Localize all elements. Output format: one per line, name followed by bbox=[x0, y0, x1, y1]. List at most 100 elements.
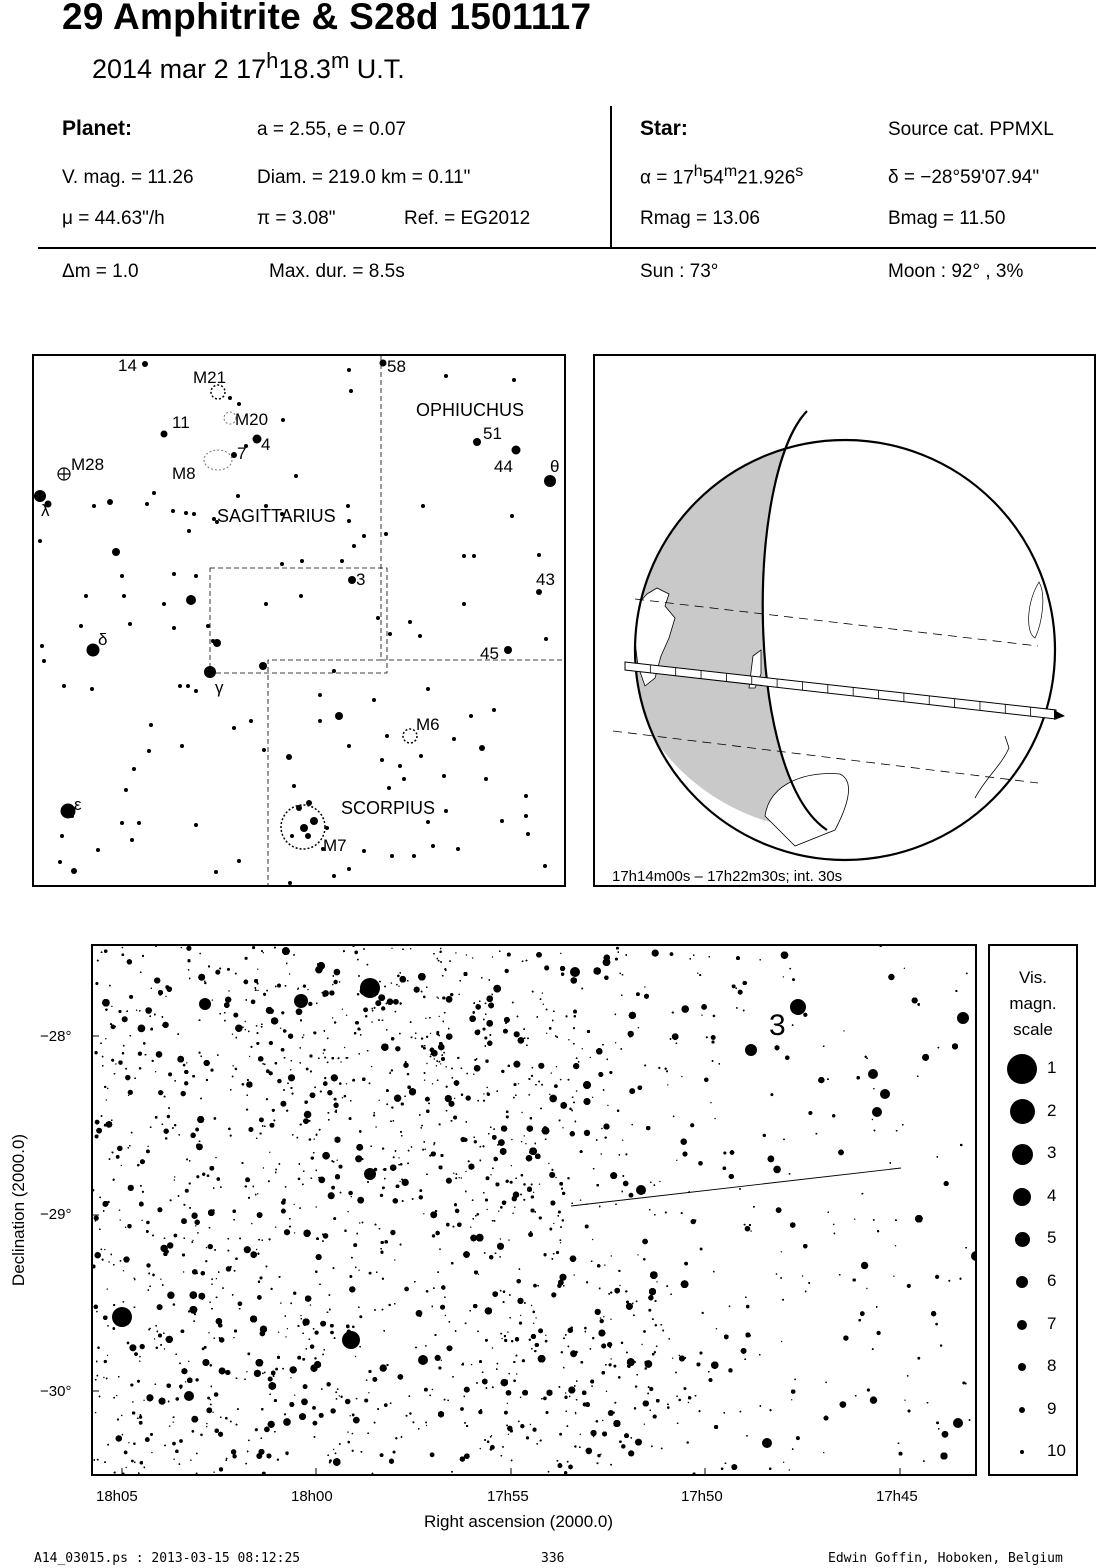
field-star bbox=[168, 1425, 171, 1427]
field-star bbox=[485, 1176, 490, 1181]
field-star bbox=[398, 985, 400, 987]
field-star bbox=[125, 1466, 127, 1469]
field-star bbox=[440, 1063, 442, 1065]
field-star bbox=[710, 1101, 712, 1104]
finder-chart: OPHIUCHUS SAGITTARIUS SCORPIUS 14 58 M21… bbox=[32, 354, 566, 887]
field-star bbox=[235, 1257, 238, 1261]
field-star bbox=[224, 1416, 228, 1420]
field-star bbox=[424, 1148, 427, 1150]
field-star bbox=[315, 1206, 317, 1208]
finder-star bbox=[171, 509, 175, 513]
field-star bbox=[567, 1328, 570, 1331]
field-star bbox=[789, 967, 792, 970]
field-star bbox=[293, 1291, 297, 1295]
finder-star bbox=[252, 434, 262, 444]
field-star bbox=[318, 1176, 326, 1184]
field-star bbox=[699, 1247, 703, 1251]
field-star bbox=[429, 1032, 432, 1035]
field-star bbox=[523, 1302, 526, 1304]
field-star bbox=[150, 987, 153, 990]
field-star bbox=[445, 1177, 452, 1184]
field-star bbox=[309, 1304, 312, 1306]
field-star bbox=[169, 1199, 172, 1202]
field-star bbox=[302, 1034, 305, 1036]
field-star bbox=[160, 1278, 162, 1280]
field-star bbox=[559, 1242, 562, 1244]
field-star bbox=[211, 999, 214, 1001]
field-star bbox=[277, 1331, 280, 1333]
field-star bbox=[431, 1234, 436, 1238]
field-star bbox=[550, 1072, 552, 1074]
field-star bbox=[404, 1286, 409, 1292]
finder-star bbox=[473, 438, 481, 446]
field-star bbox=[125, 1067, 128, 1070]
finder-star bbox=[536, 589, 542, 595]
field-star bbox=[455, 952, 457, 954]
field-star bbox=[103, 1376, 105, 1379]
label-14: 14 bbox=[118, 356, 137, 375]
field-star bbox=[567, 1176, 570, 1180]
field-star bbox=[614, 1042, 617, 1044]
finder-star bbox=[292, 784, 296, 788]
star-labels: 14 58 M21 M20 11 4 7 M8 M28 51 44 θ λ 3 … bbox=[41, 356, 559, 855]
field-star bbox=[121, 1016, 128, 1023]
finder-star bbox=[300, 824, 308, 832]
field-star bbox=[101, 1258, 104, 1261]
finder-star bbox=[362, 534, 366, 538]
shadow-path bbox=[624, 661, 1065, 720]
field-star bbox=[122, 1472, 125, 1474]
field-star bbox=[424, 1344, 427, 1347]
ut-label: U.T. bbox=[349, 54, 405, 84]
finder-star bbox=[418, 634, 422, 638]
finder-chart-svg: OPHIUCHUS SAGITTARIUS SCORPIUS 14 58 M21… bbox=[34, 356, 564, 885]
field-star bbox=[508, 1239, 510, 1241]
field-star bbox=[205, 1246, 208, 1249]
field-star bbox=[257, 968, 259, 970]
field-star bbox=[314, 1330, 319, 1335]
field-star bbox=[359, 1222, 361, 1224]
field-star bbox=[293, 1232, 296, 1234]
label-m28: M28 bbox=[71, 455, 104, 474]
field-star bbox=[871, 1118, 874, 1121]
field-star bbox=[231, 1033, 234, 1035]
field-star bbox=[687, 1401, 690, 1404]
field-star bbox=[448, 1100, 455, 1107]
finder-star bbox=[236, 494, 240, 498]
field-star bbox=[498, 1210, 500, 1212]
field-star bbox=[581, 1048, 584, 1050]
field-star bbox=[622, 1139, 624, 1141]
finder-star bbox=[194, 689, 198, 693]
finder-star bbox=[484, 777, 488, 781]
finder-star bbox=[184, 511, 188, 515]
finder-star bbox=[286, 754, 292, 760]
field-star bbox=[201, 1347, 205, 1351]
field-star bbox=[368, 1369, 372, 1374]
field-star bbox=[327, 1192, 335, 1200]
field-star bbox=[393, 1094, 402, 1102]
field-star bbox=[585, 1447, 593, 1455]
field-star bbox=[737, 989, 743, 995]
field-star bbox=[680, 1138, 687, 1145]
field-star bbox=[567, 1078, 570, 1081]
field-star bbox=[234, 1067, 238, 1071]
field-star bbox=[364, 1398, 369, 1403]
field-star bbox=[127, 1089, 133, 1096]
field-star bbox=[394, 1010, 397, 1013]
field-star bbox=[146, 1263, 151, 1268]
field-star bbox=[121, 946, 124, 949]
field-star bbox=[438, 1015, 440, 1018]
field-star bbox=[275, 1367, 279, 1371]
field-star bbox=[206, 1422, 208, 1425]
field-star bbox=[244, 956, 248, 960]
finder-star bbox=[510, 514, 514, 518]
finder-star bbox=[244, 444, 248, 448]
constellation-boundaries bbox=[209, 356, 564, 885]
field-star bbox=[120, 1414, 123, 1417]
field-star bbox=[678, 1398, 682, 1402]
field-star bbox=[697, 972, 699, 974]
field-star bbox=[583, 1129, 591, 1137]
field-star bbox=[519, 1396, 522, 1399]
field-star bbox=[186, 1062, 188, 1064]
field-star bbox=[137, 1051, 143, 1056]
finder-star bbox=[300, 559, 304, 563]
